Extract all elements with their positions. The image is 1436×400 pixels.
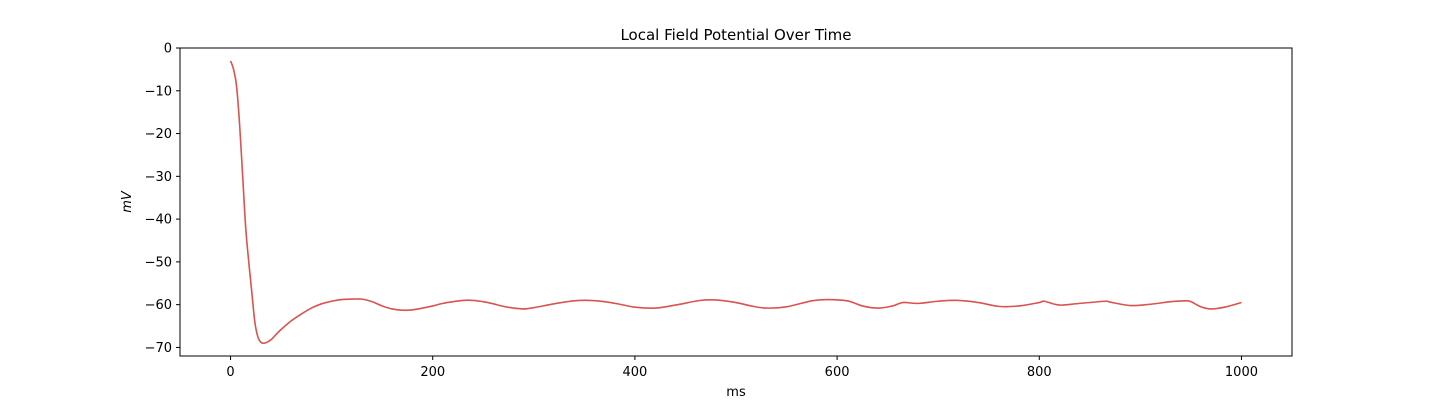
x-axis: 0 200 400 600 800 1000 <box>226 356 1258 380</box>
y-tick-label: −60 <box>145 298 172 313</box>
y-tick-label: 0 <box>164 42 172 57</box>
x-tick-label: 0 <box>226 365 234 380</box>
x-tick-label: 400 <box>622 365 647 380</box>
y-axis-label: mV <box>120 190 135 213</box>
plot-frame <box>179 47 1293 357</box>
y-tick-label: −70 <box>145 341 172 356</box>
x-tick-label: 600 <box>825 365 850 380</box>
y-tick-label: −20 <box>145 127 172 142</box>
x-axis-label: ms <box>726 385 746 400</box>
chart-title: Local Field Potential Over Time <box>620 26 851 44</box>
y-axis: 0 −10 −20 −30 −40 −50 −60 −70 <box>145 42 180 356</box>
y-tick-label: −50 <box>145 255 172 270</box>
x-tick-label: 800 <box>1027 365 1052 380</box>
x-tick-label: 200 <box>420 365 445 380</box>
y-tick-label: −40 <box>145 213 172 228</box>
y-tick-label: −30 <box>145 170 172 185</box>
x-tick-label: 1000 <box>1225 365 1258 380</box>
series-line <box>229 60 1242 344</box>
y-tick-label: −10 <box>145 84 172 99</box>
